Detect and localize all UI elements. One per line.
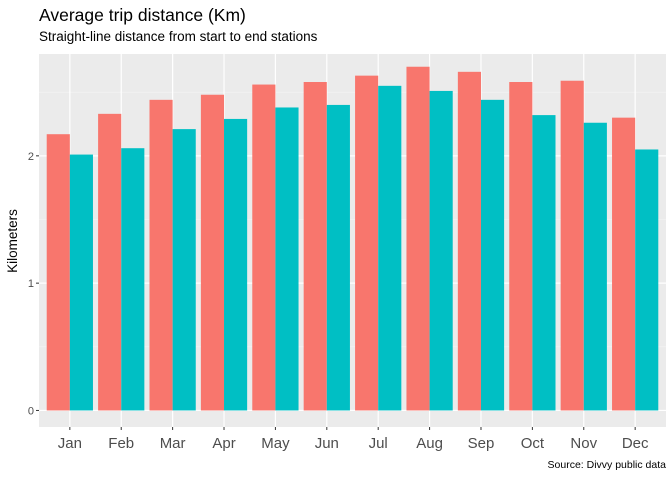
x-tick-label: Sep [468, 435, 495, 452]
bars [46, 66, 659, 411]
chart-caption: Source: Divvy public data [547, 459, 666, 471]
y-tick-label: 0 [28, 405, 34, 417]
bar [149, 99, 173, 411]
bar [378, 85, 402, 411]
x-tick-label: Mar [160, 435, 186, 452]
bar [252, 84, 276, 411]
y-tick-label: 2 [28, 151, 34, 163]
bar [355, 75, 379, 411]
bar [121, 148, 145, 411]
bar [98, 113, 122, 411]
bar [480, 99, 505, 411]
bar [275, 107, 299, 411]
y-axis-label: Kilometers [5, 209, 20, 273]
bar [224, 118, 248, 411]
y-tick-label: 1 [28, 278, 34, 290]
bar [46, 134, 70, 411]
x-tick-label: Nov [570, 435, 597, 452]
x-tick-label: Jun [315, 435, 339, 452]
chart-subtitle: Straight-line distance from start to end… [39, 29, 318, 44]
x-tick-label: Apr [212, 435, 235, 452]
bar [457, 71, 481, 411]
bar [69, 154, 93, 411]
bar [429, 90, 453, 411]
x-tick-label: Jan [58, 435, 82, 452]
bar [406, 66, 430, 411]
chart-title: Average trip distance (Km) [39, 5, 246, 25]
y-axis: 0 1 2 [28, 151, 39, 417]
bar [612, 117, 636, 411]
x-tick-label: Feb [108, 435, 134, 452]
x-tick-label: Aug [416, 435, 443, 452]
bar [532, 115, 556, 411]
x-tick-label: Oct [521, 435, 545, 452]
bar [635, 149, 659, 411]
bar [560, 80, 584, 411]
bar [326, 104, 350, 411]
x-tick-label: May [261, 435, 290, 452]
x-tick-label: Dec [622, 435, 649, 452]
bar [200, 94, 225, 411]
bar [583, 122, 607, 411]
bar [303, 82, 327, 411]
bar [509, 82, 533, 411]
x-tick-label: Jul [369, 435, 388, 452]
bar [172, 129, 196, 411]
x-axis: Jan Feb Mar Apr May Jun Jul Aug Sep Oct Nov Dec [58, 427, 649, 452]
